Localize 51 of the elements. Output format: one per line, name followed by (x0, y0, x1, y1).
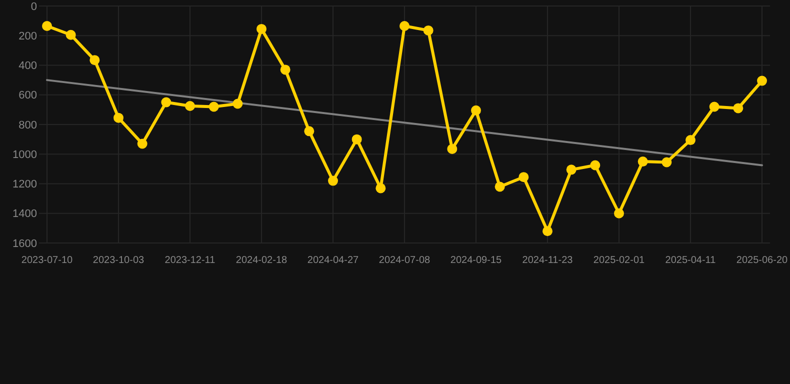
x-tick-label: 2025-04-11 (665, 255, 716, 266)
point (161, 97, 172, 108)
point (638, 156, 648, 167)
point (423, 25, 434, 36)
point (471, 105, 481, 116)
y-tick-label: 200 (18, 30, 37, 42)
y-tick-label: 1600 (12, 238, 37, 250)
point (137, 138, 148, 149)
x-tick-label: 2025-06-20 (736, 255, 788, 266)
y-tick-label: 1200 (12, 178, 37, 191)
point (328, 176, 338, 186)
y-tick-label: 0 (30, 0, 37, 13)
y-tick-label: 400 (18, 60, 37, 72)
point (590, 160, 600, 170)
point (447, 144, 458, 154)
x-tick-label: 2024-09-15 (450, 255, 502, 266)
point (90, 55, 100, 66)
point (518, 172, 529, 182)
point (614, 208, 624, 218)
y-tick-label: 1000 (12, 148, 37, 161)
point (42, 20, 52, 31)
x-tick-label: 2024-11-23 (522, 255, 574, 266)
x-tick-label: 2023-10-03 (92, 255, 145, 266)
point (566, 164, 576, 175)
point (376, 183, 386, 194)
point (709, 102, 720, 112)
y-tick-label: 600 (18, 90, 37, 102)
point (66, 30, 76, 40)
point (733, 103, 744, 114)
point (185, 100, 195, 111)
point (352, 134, 362, 144)
point (280, 64, 290, 75)
point (757, 76, 767, 86)
x-tick-label: 2023-07-10 (21, 255, 74, 266)
x-tick-label: 2024-07-08 (378, 255, 431, 266)
point (400, 20, 410, 31)
point (542, 226, 552, 236)
point (232, 98, 243, 109)
x-tick-label: 2025-02-01 (593, 255, 646, 266)
point (114, 112, 124, 123)
x-tick-label: 2024-04-27 (307, 255, 360, 266)
x-tick-label: 2023-12-11 (164, 255, 216, 266)
x-tick-label: 2024-02-18 (236, 255, 288, 266)
point (686, 135, 696, 146)
y-tick-label: 800 (18, 119, 37, 132)
y-tick-label: 1400 (12, 208, 37, 220)
point (208, 102, 219, 112)
point (662, 157, 672, 168)
point (494, 182, 505, 192)
point (304, 126, 314, 136)
point (256, 24, 266, 34)
